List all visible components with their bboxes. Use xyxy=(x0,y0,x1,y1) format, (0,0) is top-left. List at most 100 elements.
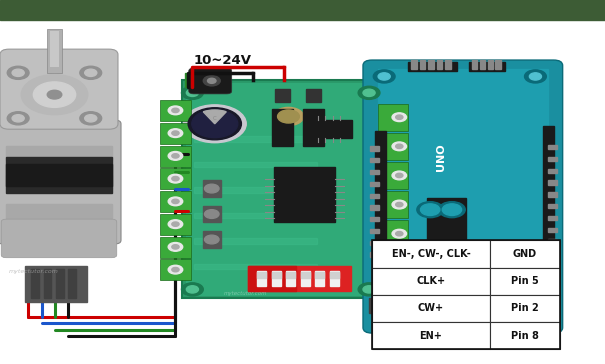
Circle shape xyxy=(381,285,393,292)
Bar xyxy=(194,162,317,167)
Circle shape xyxy=(188,108,241,140)
Bar xyxy=(286,271,295,286)
Bar xyxy=(370,182,379,186)
Bar xyxy=(330,272,339,278)
Bar xyxy=(301,272,310,278)
Circle shape xyxy=(358,86,380,99)
Bar xyxy=(272,109,293,146)
Bar xyxy=(372,240,560,349)
Circle shape xyxy=(33,82,76,107)
Circle shape xyxy=(392,113,407,122)
Bar xyxy=(548,169,557,173)
Circle shape xyxy=(396,173,403,178)
Circle shape xyxy=(417,202,443,218)
Circle shape xyxy=(363,89,375,96)
Circle shape xyxy=(502,285,521,297)
Bar xyxy=(378,249,408,277)
Circle shape xyxy=(168,265,183,274)
Bar xyxy=(370,170,379,174)
Bar xyxy=(272,272,281,278)
Bar xyxy=(194,136,317,142)
Bar xyxy=(47,29,62,73)
Bar xyxy=(387,322,423,340)
Circle shape xyxy=(47,90,62,99)
Bar xyxy=(543,126,554,296)
Bar xyxy=(548,228,557,232)
Circle shape xyxy=(183,105,246,143)
Bar xyxy=(411,60,417,69)
Circle shape xyxy=(498,283,525,299)
Circle shape xyxy=(396,144,403,149)
Bar xyxy=(372,295,490,322)
Circle shape xyxy=(420,204,440,215)
Bar xyxy=(490,322,560,349)
Bar xyxy=(548,204,557,208)
Circle shape xyxy=(525,314,546,327)
Bar xyxy=(0,0,605,20)
Text: mytectutor.com: mytectutor.com xyxy=(396,316,440,321)
Bar xyxy=(315,120,352,138)
Text: Pin 8: Pin 8 xyxy=(511,331,539,341)
Bar xyxy=(194,213,317,218)
Bar xyxy=(6,157,112,193)
Circle shape xyxy=(439,202,465,218)
Circle shape xyxy=(186,89,198,96)
Bar xyxy=(548,181,557,185)
Bar xyxy=(548,286,557,291)
Text: Pin 5: Pin 5 xyxy=(511,276,538,286)
FancyBboxPatch shape xyxy=(0,120,121,244)
Circle shape xyxy=(192,110,238,138)
Bar xyxy=(56,269,64,298)
Bar xyxy=(378,191,408,218)
Bar xyxy=(548,275,557,279)
Bar xyxy=(370,241,379,245)
Circle shape xyxy=(378,73,390,80)
Bar xyxy=(488,60,493,69)
Bar xyxy=(50,31,59,67)
Bar xyxy=(372,322,490,349)
Bar xyxy=(160,168,191,189)
Bar xyxy=(370,229,379,233)
Circle shape xyxy=(273,107,304,126)
Circle shape xyxy=(392,200,407,209)
Bar xyxy=(548,145,557,149)
Bar xyxy=(495,60,501,69)
Bar xyxy=(548,263,557,267)
Bar xyxy=(160,123,191,144)
Circle shape xyxy=(168,174,183,183)
Circle shape xyxy=(168,106,183,115)
Bar xyxy=(160,259,191,280)
Circle shape xyxy=(378,317,390,324)
Circle shape xyxy=(168,129,183,138)
Bar xyxy=(548,251,557,256)
Bar xyxy=(375,131,386,262)
Bar xyxy=(274,167,335,222)
FancyBboxPatch shape xyxy=(1,219,117,258)
FancyBboxPatch shape xyxy=(0,49,118,129)
Bar xyxy=(194,264,317,269)
Circle shape xyxy=(80,112,102,125)
Circle shape xyxy=(208,78,216,83)
Bar xyxy=(182,80,387,298)
Bar xyxy=(160,191,191,212)
Circle shape xyxy=(392,171,407,180)
Circle shape xyxy=(85,69,97,76)
Bar xyxy=(548,192,557,197)
Circle shape xyxy=(204,184,219,193)
Circle shape xyxy=(172,268,179,272)
Bar xyxy=(6,164,112,186)
Bar xyxy=(248,266,296,291)
Circle shape xyxy=(186,286,198,293)
Bar xyxy=(6,146,112,160)
Bar xyxy=(437,60,442,69)
Bar xyxy=(203,180,221,197)
Circle shape xyxy=(373,70,395,83)
Bar xyxy=(378,133,408,160)
Circle shape xyxy=(12,69,24,76)
Bar xyxy=(378,69,548,324)
Bar xyxy=(185,73,203,87)
Bar xyxy=(378,104,408,131)
Bar xyxy=(203,206,221,222)
Bar xyxy=(548,216,557,220)
Text: CLK+: CLK+ xyxy=(416,276,446,286)
